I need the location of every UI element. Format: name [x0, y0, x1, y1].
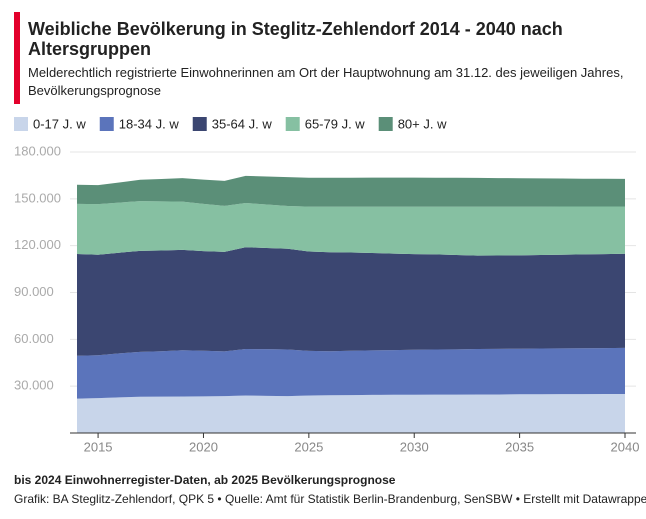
area: [77, 347, 625, 399]
x-tick-label: 2040: [611, 439, 640, 454]
area: [77, 175, 625, 207]
x-tick-label: 2015: [84, 439, 113, 454]
legend-label: 65-79 J. w: [305, 116, 366, 131]
y-tick-label: 120.000: [14, 237, 61, 252]
chart-title: Weibliche Bevölkerung in Steglitz-Zehlen…: [28, 19, 563, 59]
legend-label: 18-34 J. w: [119, 116, 180, 131]
legend-label: 35-64 J. w: [212, 116, 273, 131]
y-tick-label: 90.000: [14, 284, 54, 299]
legend-swatch: [14, 117, 28, 131]
legend-swatch: [192, 117, 207, 131]
accent-bar: [14, 12, 20, 104]
text-line: Weibliche Bevölkerung in Steglitz-Zehlen…: [28, 19, 563, 39]
legend-label: 80+ J. w: [398, 116, 447, 131]
y-tick-label: 180.000: [14, 143, 61, 158]
y-tick-label: 150.000: [14, 190, 61, 205]
x-tick-label: 2020: [189, 439, 218, 454]
legend-label: 0-17 J. w: [33, 116, 86, 131]
x-tick-label: 2025: [294, 439, 323, 454]
y-tick-label: 30.000: [14, 378, 54, 393]
source: Grafik: BA Steglitz-Zehlendorf, QPK 5 • …: [14, 492, 646, 506]
chart-subtitle: Melderechtlich registrierte Einwohnerinn…: [28, 65, 623, 98]
area: [77, 201, 625, 256]
x-tick-label: 2030: [400, 439, 429, 454]
text-line: Altersgruppen: [28, 39, 151, 59]
legend-swatch: [285, 117, 300, 131]
legend-swatch: [378, 117, 393, 131]
note: bis 2024 Einwohnerregister-Daten, ab 202…: [14, 473, 396, 487]
area: [77, 393, 625, 433]
legend-swatch: [99, 117, 114, 131]
x-tick-label: 2035: [505, 439, 534, 454]
text-line: Bevölkerungsprognose: [28, 83, 161, 98]
area: [77, 247, 625, 356]
y-tick-label: 60.000: [14, 331, 54, 346]
text-line: Melderechtlich registrierte Einwohnerinn…: [28, 65, 623, 80]
